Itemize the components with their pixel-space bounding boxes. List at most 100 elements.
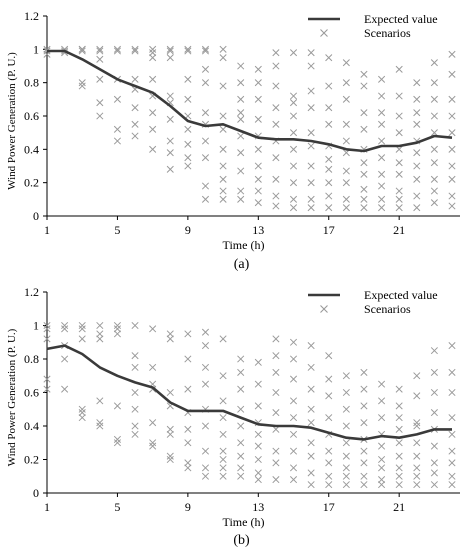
scenario-point <box>237 464 245 472</box>
legend-swatch-scenarios <box>320 305 328 313</box>
scenario-point <box>184 140 192 148</box>
scenario-point <box>166 47 174 55</box>
scenario-point <box>342 439 350 447</box>
scenario-point <box>149 419 157 427</box>
scenario-point <box>307 104 315 112</box>
scenario-point <box>378 414 386 422</box>
scenario-point <box>254 65 262 73</box>
scenario-point <box>342 167 350 175</box>
y-tick-label: 0.2 <box>24 453 39 467</box>
scenario-point <box>166 388 174 397</box>
scenario-point <box>219 472 227 480</box>
scenario-point <box>166 45 174 53</box>
scenario-point <box>113 125 121 133</box>
scenario-point <box>184 95 192 103</box>
scenario-point <box>149 45 157 53</box>
scenario-point <box>430 187 438 195</box>
scenario-point <box>413 95 421 103</box>
scenario-point <box>307 405 315 413</box>
scenario-point <box>413 419 421 427</box>
scenario-point <box>272 368 280 376</box>
scenario-point <box>113 439 121 447</box>
scenario-point <box>237 385 245 393</box>
scenario-point <box>378 170 386 178</box>
scenario-point <box>325 392 333 400</box>
y-tick-label: 0.6 <box>24 109 39 123</box>
scenario-point <box>360 368 368 376</box>
scenario-point <box>237 109 245 117</box>
scenario-point <box>413 439 421 447</box>
scenario-point <box>395 159 403 167</box>
scenario-point <box>307 162 315 170</box>
scenario-point <box>78 335 86 343</box>
x-tick-label: 13 <box>252 500 264 514</box>
scenario-point <box>448 202 456 210</box>
y-tick-label: 0.4 <box>24 142 39 156</box>
scenario-point <box>201 154 210 162</box>
scenario-point <box>413 392 421 400</box>
scenario-point <box>219 397 227 405</box>
scenario-point <box>413 162 421 170</box>
scenario-point <box>272 202 280 210</box>
scenario-point <box>166 452 174 460</box>
scenario-point <box>237 149 245 157</box>
scenario-point <box>96 330 104 338</box>
scenario-point <box>201 109 210 117</box>
scenario-point <box>254 402 262 410</box>
scenario-point <box>272 409 280 417</box>
scenario-point <box>272 154 280 162</box>
scenario-point <box>166 165 174 173</box>
scenario-point <box>219 430 227 438</box>
scenario-point <box>430 59 438 67</box>
scenario-point <box>201 472 210 480</box>
scenario-point <box>448 430 456 438</box>
legend-label-scenarios: Scenarios <box>364 26 411 40</box>
scenario-point <box>307 87 315 95</box>
chart-panel: 0 0.2 0.4 0.6 0.8 1 1.2 1 5 9 13 17 21 Time (h) Wind P… <box>6 9 460 272</box>
series-line-expected-value <box>46 344 452 441</box>
scenario-point <box>307 195 315 203</box>
scenario-point <box>413 149 421 157</box>
scenario-point <box>219 82 227 90</box>
chart-panel: 0 0.2 0.4 0.6 0.8 1 1.2 1 5 9 13 17 21 Time (h) Wind P… <box>6 285 460 548</box>
scenario-point <box>219 195 227 203</box>
scenario-point <box>184 464 192 472</box>
scenario-point <box>395 170 403 178</box>
scenario-point <box>166 54 174 62</box>
scenario-point <box>378 120 386 128</box>
scenario-point <box>237 79 245 87</box>
scenario-point <box>448 447 456 455</box>
scenario-point <box>219 464 227 472</box>
scenario-point <box>430 159 438 167</box>
scenario-point <box>149 442 157 450</box>
scenario-point <box>131 104 139 112</box>
scenario-point <box>184 425 192 433</box>
scenario-point <box>184 355 192 363</box>
scenario-point <box>201 380 210 388</box>
scenario-point <box>61 325 69 333</box>
scenario-point <box>325 104 333 112</box>
scenario-point <box>395 452 403 460</box>
scenario-point <box>448 175 456 183</box>
scenario-point <box>201 137 210 145</box>
scenario-point <box>325 120 333 128</box>
scenario-point <box>325 82 333 90</box>
scenario-point <box>201 447 210 455</box>
scenario-point <box>342 195 350 203</box>
scenario-point <box>131 132 139 140</box>
x-axis-label: Time (h) <box>223 238 265 252</box>
scenario-point <box>360 481 368 489</box>
scenario-point <box>289 179 298 187</box>
scenario-point <box>254 476 262 484</box>
scenario-point <box>254 115 262 123</box>
scenario-point <box>166 335 174 343</box>
x-tick-label: 1 <box>44 500 50 514</box>
scenario-point <box>430 409 438 417</box>
scenario-point <box>430 145 438 153</box>
scenario-point <box>289 464 298 472</box>
scenario-point <box>342 405 350 413</box>
scenario-point <box>395 65 403 73</box>
scenario-point <box>430 347 438 355</box>
scenario-point <box>166 425 174 433</box>
scenario-point <box>219 335 227 343</box>
